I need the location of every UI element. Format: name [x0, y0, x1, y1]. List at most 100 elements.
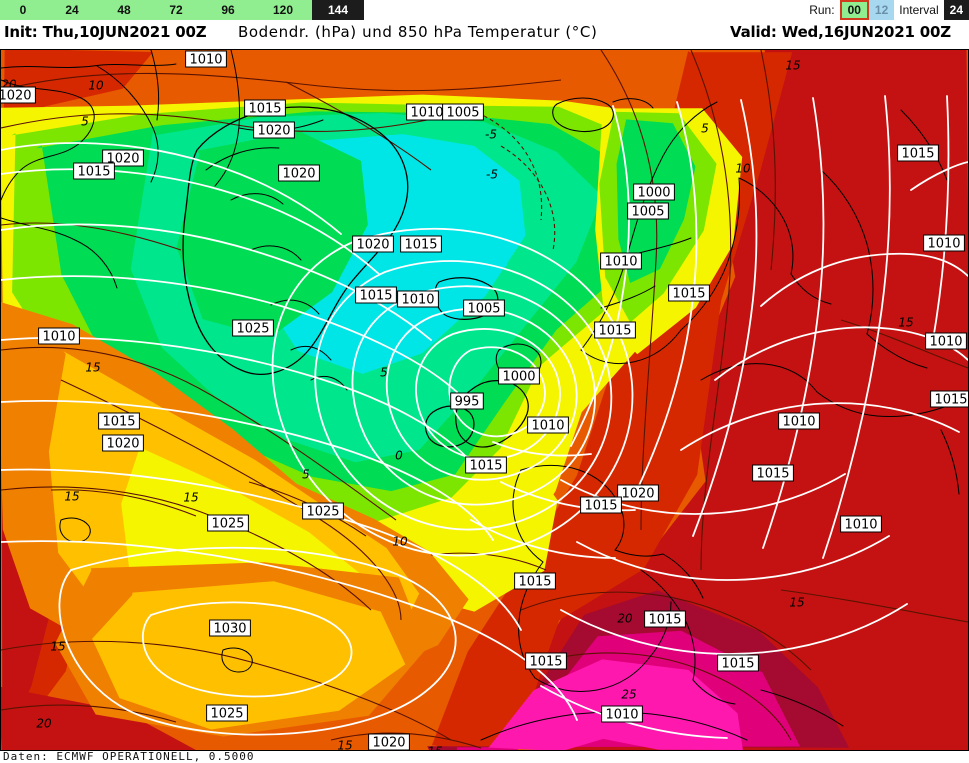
forecast-hour-selector[interactable]: 0 24 48 72 96 120 144 — [0, 0, 364, 20]
coastline — [96, 65, 159, 183]
isobar-line — [576, 535, 890, 581]
isotherm-label-text: 15 — [898, 316, 913, 330]
isobar-label-text: 1015 — [77, 165, 110, 180]
coastline — [662, 553, 704, 599]
isobar-label-text: 1015 — [721, 657, 754, 672]
isotherm-line — [430, 552, 547, 571]
isobar-label-text: 1015 — [648, 613, 681, 628]
isobar-label-box — [278, 164, 320, 182]
weather-chart-canvas[interactable]: 20105-5-51551015505151515101520151515202… — [0, 49, 969, 751]
isobar-label-text: 1010 — [782, 415, 815, 430]
isobar-line — [492, 441, 592, 457]
coastline — [270, 299, 320, 315]
isobar-label-box — [102, 149, 144, 167]
isobar-line — [560, 603, 908, 655]
isotherm-line — [690, 50, 732, 571]
isobar-label-text: 1010 — [604, 255, 637, 270]
isobar-label-text: 1020 — [1, 89, 32, 104]
coastline — [866, 333, 928, 369]
coastline — [290, 345, 332, 361]
isobar-label-text: 1025 — [306, 505, 339, 520]
isobar-line — [142, 601, 353, 698]
isobar-label-box — [368, 733, 410, 750]
isotherm-line — [1, 640, 452, 741]
valid-time-text: Valid: Wed,16JUN2021 00Z — [730, 23, 951, 41]
isobar-line — [1, 336, 474, 465]
isobar-label-text: 1015 — [598, 324, 631, 339]
isobar-label-text: 1015 — [901, 147, 934, 162]
isobar-label-box — [930, 390, 968, 408]
isotherm-line — [1, 704, 177, 723]
isobar-label-text: 1015 — [672, 287, 705, 302]
run-label: Run: — [809, 3, 835, 17]
isobar-label-text: 1005 — [631, 205, 664, 220]
isotherm-label-text: 15 — [785, 59, 800, 73]
isobar-line — [1, 168, 380, 275]
isotherm-lines — [1, 50, 968, 749]
isobar-label-box — [923, 234, 965, 252]
isobar-line — [1, 275, 458, 393]
coastline — [790, 273, 832, 305]
isobar-label-box — [840, 515, 882, 533]
isotherm-line — [470, 109, 543, 221]
isotherm-label-text: 5 — [81, 115, 89, 129]
coastline — [612, 98, 654, 109]
isobar-label-box — [207, 514, 249, 532]
isobar-lines — [1, 95, 968, 739]
contour-map-svg: 20105-5-51551015505151515101520151515202… — [1, 50, 968, 750]
coastline — [150, 50, 160, 121]
interval-label: Interval — [899, 3, 939, 17]
isobar-label-box — [442, 103, 484, 121]
isobar-label-text: 1010 — [42, 330, 75, 345]
isobar-label-box — [752, 464, 794, 482]
isobar-label-text: 1030 — [213, 622, 246, 637]
coastline — [580, 329, 682, 364]
isobar-label-box — [73, 162, 115, 180]
isobar-line — [470, 519, 616, 559]
isobar-label-text: 1015 — [529, 655, 562, 670]
isobar-line — [680, 402, 960, 451]
isotherm-label-text: 5 — [380, 366, 388, 380]
isobar-label-text: 1025 — [210, 707, 243, 722]
forecast-hour-24[interactable]: 24 — [65, 3, 79, 17]
isobar-line — [58, 546, 457, 736]
isotherm-line — [500, 145, 556, 251]
run-interval-selector: Run: 00 12 Interval 24 — [804, 0, 969, 20]
isotherm-label-text: 15 — [85, 361, 100, 375]
forecast-hour-0[interactable]: 0 — [19, 3, 27, 17]
isobar-label-box — [580, 496, 622, 514]
forecast-hour-48[interactable]: 48 — [117, 3, 131, 17]
chart-title-bar: Init: Thu,10JUN2021 00Z Bodendr. (hPa) u… — [0, 20, 969, 48]
isobar-label-box — [355, 286, 397, 304]
forecast-hour-144[interactable]: 144 — [312, 0, 364, 20]
isobar-label-box — [778, 412, 820, 430]
isotherm-line — [1, 486, 372, 611]
isobar-label-box — [450, 392, 484, 410]
forecast-hour-120[interactable]: 120 — [272, 3, 294, 17]
isotherm-line — [520, 591, 812, 671]
temp-band-2gl — [176, 130, 368, 338]
isobar-label-text: 1020 — [257, 124, 290, 139]
isobar-line — [570, 105, 630, 447]
interval-value[interactable]: 24 — [943, 0, 969, 20]
run-option-00[interactable]: 00 — [839, 0, 869, 20]
isobar-line — [1, 223, 432, 341]
isobar-label-text: 1015 — [518, 575, 551, 590]
isobar-label-text: 1010 — [929, 335, 962, 350]
isobar-line — [910, 161, 968, 191]
isotherm-line — [600, 50, 658, 531]
coastline — [230, 193, 284, 205]
isotherm-line — [1, 346, 397, 521]
isotherm-line — [540, 652, 792, 741]
isobar-label-box — [185, 50, 227, 68]
forecast-hour-96[interactable]: 96 — [221, 3, 235, 17]
forecast-hour-72[interactable]: 72 — [169, 3, 183, 17]
run-option-12[interactable]: 12 — [868, 0, 895, 20]
isobar-label-text: 1015 — [469, 459, 502, 474]
isobar-label-box — [397, 290, 439, 308]
isobar-label-box — [38, 327, 80, 345]
coastline — [900, 109, 948, 181]
isobar-label-box — [400, 235, 442, 253]
isobar-label-text: 1010 — [401, 293, 434, 308]
